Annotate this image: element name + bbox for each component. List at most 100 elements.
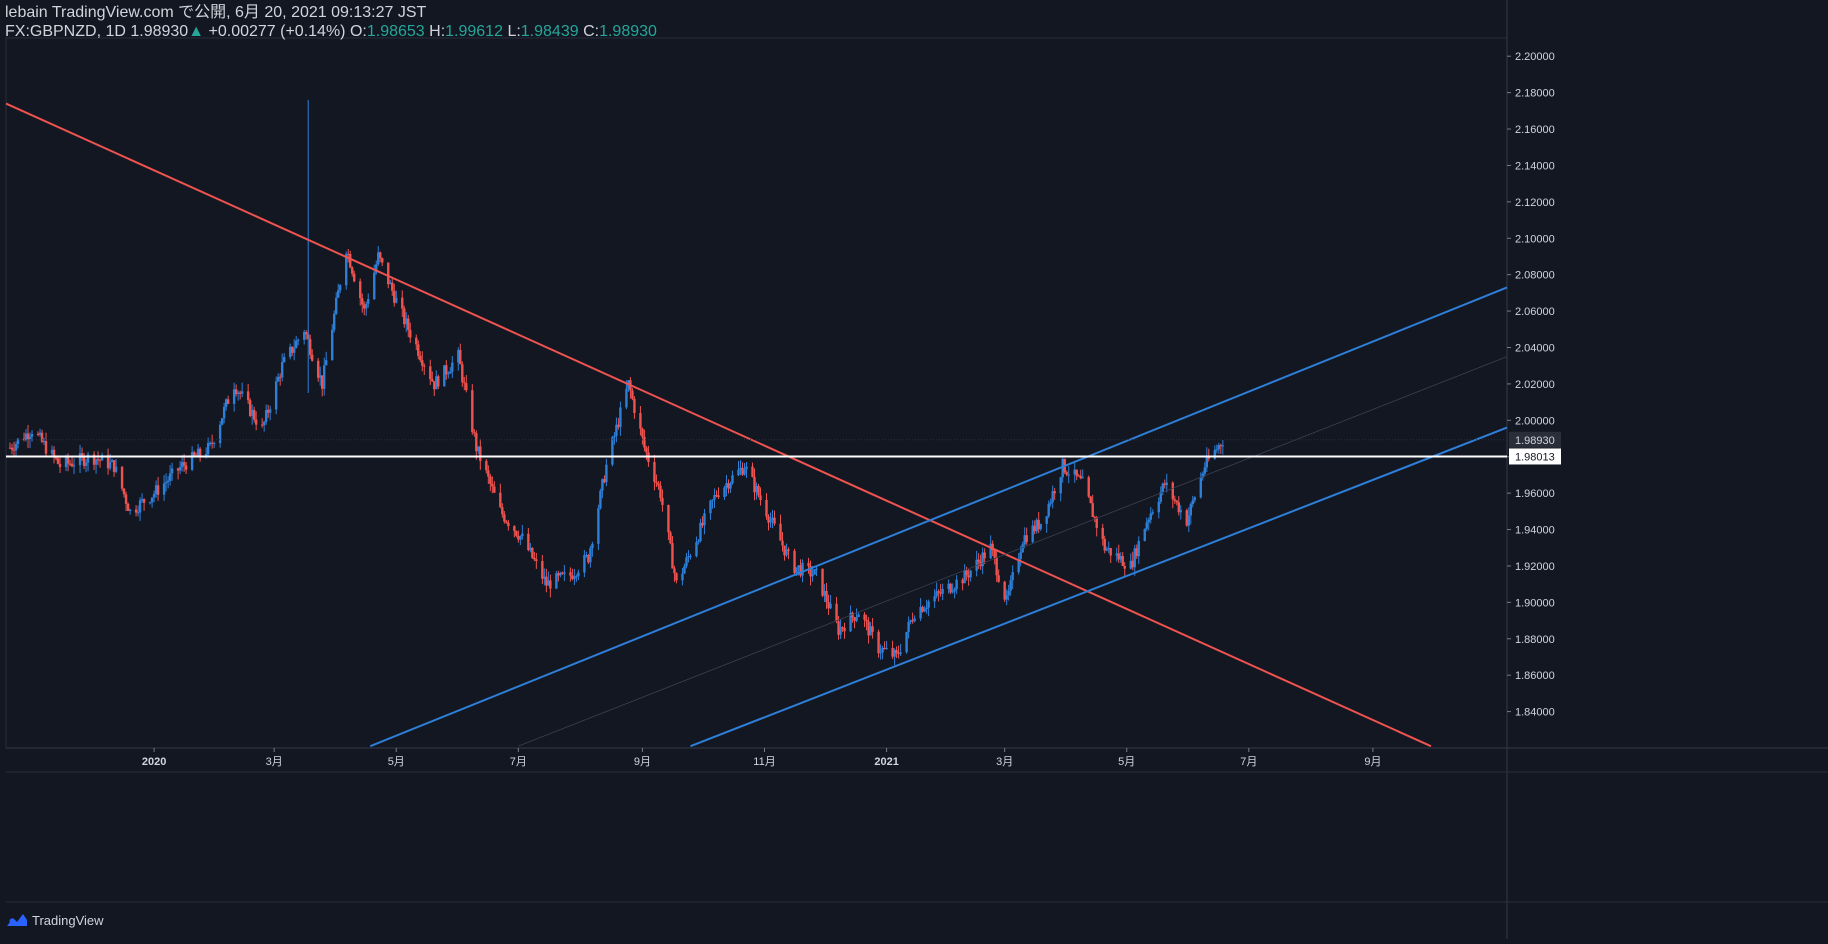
price-tick-label: 2.02000 [1515, 379, 1555, 391]
candle-body [1065, 472, 1068, 475]
time-tick-label: 3月 [266, 756, 283, 768]
candle-body [739, 467, 742, 470]
candle-body [254, 419, 258, 425]
time-tick-label: 2021 [874, 756, 898, 768]
price-axis[interactable]: 2.20000 2.18000 2.16000 2.14000 2.12000 2.100… [1507, 51, 1561, 719]
candle-body [208, 442, 212, 444]
candle-body [417, 344, 420, 356]
candle-body [309, 339, 312, 355]
change-value: +0.00277 (+0.14%) [208, 23, 346, 40]
candle-body [407, 318, 410, 330]
price-tick-label: 2.10000 [1515, 233, 1555, 245]
candle-body [471, 390, 474, 433]
candle-body [154, 485, 158, 495]
ohlc-line: FX:GBPNZD, 1D 1.98930▲ +0.00277 (+0.14%)… [5, 23, 657, 42]
candle-body [1089, 496, 1092, 504]
candle-body [893, 650, 896, 657]
candle-body [725, 483, 728, 488]
time-tick-label: 3月 [996, 756, 1013, 768]
candle-body [773, 517, 776, 524]
candle-body [114, 466, 118, 472]
candle-body [323, 365, 326, 389]
candle-body [699, 522, 702, 541]
candle-body [967, 575, 970, 578]
candle-body [459, 350, 462, 365]
candle-body [625, 388, 628, 408]
price-tick-label: 1.90000 [1515, 597, 1555, 609]
candle-body [373, 272, 376, 300]
candle-body [72, 465, 76, 467]
candle-body [697, 540, 700, 543]
candle-body [1079, 475, 1082, 479]
candle-body [1173, 499, 1176, 501]
candle-body [1191, 500, 1194, 505]
price-tick-label: 2.20000 [1515, 51, 1555, 63]
price-tick-label: 2.16000 [1515, 124, 1555, 136]
time-axis[interactable]: 2020 3月 5月 7月 9月 11月 2021 3月 5月 7月 9月 [142, 748, 1382, 768]
candle-body [949, 583, 952, 593]
candle-body [108, 461, 112, 469]
candle-body [981, 552, 984, 567]
candle-body [591, 543, 594, 549]
candle-body [657, 483, 660, 486]
candle-body [811, 574, 814, 577]
candle-body [365, 303, 368, 309]
candle-body [1101, 527, 1104, 539]
candle-body [711, 499, 714, 501]
candle-body [577, 572, 580, 577]
candle-body [268, 409, 272, 413]
candle-body [991, 543, 994, 551]
candle-body [835, 603, 838, 622]
candle-body [473, 432, 476, 434]
candle-body [1199, 477, 1202, 498]
candle-body [170, 468, 174, 474]
candle-body [1033, 525, 1036, 532]
candle-body [729, 483, 732, 489]
candle-body [689, 556, 692, 558]
candle-body [1003, 581, 1006, 600]
candle-body [1077, 475, 1080, 477]
candle-body [124, 494, 128, 504]
candle-body [1047, 503, 1050, 517]
candle-body [923, 608, 926, 612]
candle-body [829, 603, 832, 609]
candle-body [421, 360, 424, 366]
candle-body [561, 572, 564, 574]
candle-body [613, 435, 616, 438]
candle-body [1213, 449, 1217, 459]
candle-body [12, 449, 16, 451]
candle-body [743, 469, 746, 475]
candle-body [1117, 553, 1120, 560]
last-price-label: 1.98930 [1515, 435, 1555, 447]
candle-body [669, 532, 672, 544]
candle-body [80, 453, 84, 456]
candle-body [393, 290, 396, 303]
candle-body [1053, 491, 1056, 494]
candle-body [353, 273, 356, 282]
candle-body [156, 485, 160, 495]
candle-body [895, 650, 898, 654]
footer-brand[interactable]: TradingView [6, 908, 104, 932]
candle-body [381, 258, 384, 263]
time-tick-label: 2020 [142, 756, 166, 768]
candle-body [661, 497, 664, 505]
candle-body [319, 375, 322, 378]
candle-body [771, 517, 774, 521]
candle-body [1205, 455, 1208, 468]
candle-body [785, 549, 788, 556]
candle-body [248, 400, 252, 416]
candle-body [897, 653, 900, 655]
candle-body [184, 465, 188, 470]
candle-body [815, 568, 818, 570]
candle-body [753, 476, 756, 493]
candle-body [345, 253, 348, 286]
candle-body [1005, 595, 1008, 600]
candle-body [519, 536, 522, 540]
candle-body [1179, 510, 1182, 513]
candle-body [168, 473, 172, 481]
candle-body [559, 572, 562, 576]
candle-body [294, 340, 298, 349]
price-tick-label: 1.86000 [1515, 670, 1555, 682]
